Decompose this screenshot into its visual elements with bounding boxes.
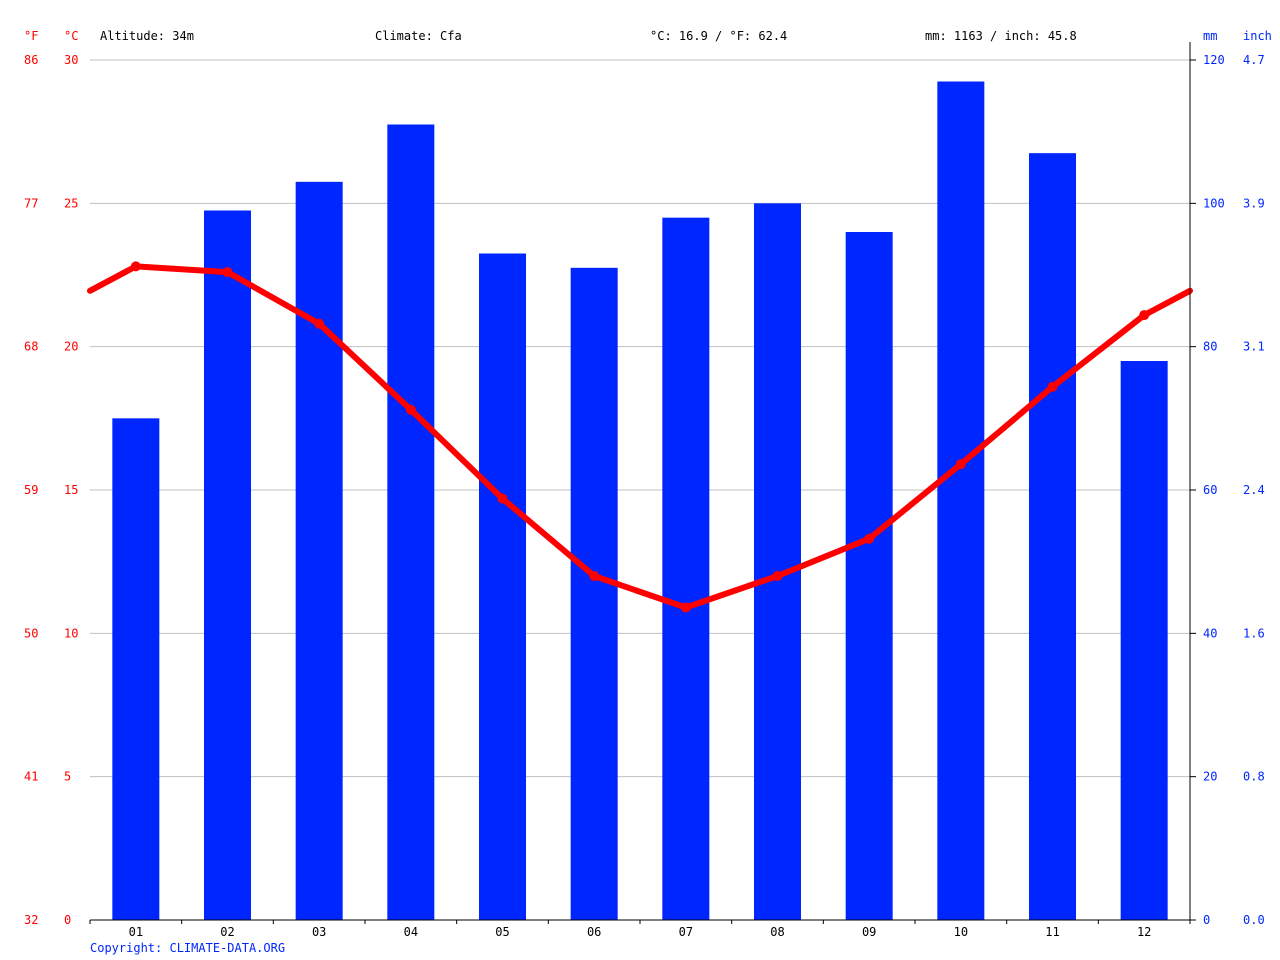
- mm-tick-label: 0: [1203, 913, 1210, 927]
- temperature-point: [222, 267, 233, 278]
- mm-tick-label: 80: [1203, 340, 1217, 354]
- inch-unit-label: inch: [1243, 29, 1272, 43]
- inch-tick-label: 3.1: [1243, 340, 1265, 354]
- mm-tick-label: 20: [1203, 770, 1217, 784]
- temperature-point: [314, 318, 325, 329]
- precipitation-bar: [1029, 153, 1076, 920]
- celsius-unit-label: °C: [64, 29, 78, 43]
- celsius-tick-label: 10: [64, 626, 78, 640]
- axes: [90, 42, 1191, 921]
- temperature-point: [130, 261, 141, 272]
- temperature-line: [87, 261, 1193, 613]
- precipitation-bar: [662, 217, 710, 920]
- annual-precipitation-label: mm: 1163 / inch: 45.8: [925, 29, 1077, 43]
- tick-labels: 86 30 120 4.777 25 100 3.968 20 80 3.159 15 60 2.450…: [24, 53, 1265, 939]
- precipitation-bar: [295, 181, 343, 921]
- month-tick-label: 09: [862, 925, 876, 939]
- precipitation-bar: [1120, 361, 1168, 920]
- temperature-point: [772, 571, 783, 581]
- fahrenheit-tick-label: 59: [24, 483, 38, 497]
- fahrenheit-unit-label: °F: [24, 29, 38, 43]
- inch-tick-label: 0.0: [1243, 913, 1265, 927]
- precipitation-bar: [937, 81, 985, 920]
- inch-tick-label: 4.7: [1243, 53, 1265, 67]
- precipitation-bar: [754, 203, 801, 921]
- fahrenheit-tick-label: 86: [24, 53, 38, 67]
- fahrenheit-tick-label: 41: [24, 770, 38, 784]
- precipitation-bar: [570, 267, 618, 920]
- climate-label: Climate: Cfa: [375, 29, 462, 43]
- temperature-point: [680, 602, 691, 613]
- fahrenheit-tick-label: 77: [24, 196, 38, 210]
- fahrenheit-tick-label: 32: [24, 913, 38, 927]
- month-tick-label: 07: [679, 925, 693, 939]
- mm-tick-label: 120: [1203, 53, 1225, 67]
- fahrenheit-tick-label: 68: [24, 340, 38, 354]
- mm-tick-label: 40: [1203, 626, 1217, 640]
- mm-tick-label: 100: [1203, 196, 1225, 210]
- celsius-tick-label: 20: [64, 340, 78, 354]
- temperature-point: [1139, 310, 1150, 321]
- inch-tick-label: 2.4: [1243, 483, 1265, 497]
- temperature-point: [497, 493, 508, 504]
- month-tick-label: 06: [587, 925, 601, 939]
- month-tick-label: 08: [770, 925, 784, 939]
- precipitation-bar: [479, 253, 526, 920]
- celsius-tick-label: 30: [64, 53, 78, 67]
- celsius-tick-label: 25: [64, 196, 78, 210]
- precipitation-bars: [112, 81, 1168, 921]
- copyright-link[interactable]: Copyright: CLIMATE-DATA.ORG: [90, 941, 285, 955]
- month-tick-label: 12: [1137, 925, 1151, 939]
- inch-tick-label: 0.8: [1243, 770, 1265, 784]
- temperature-point: [864, 533, 875, 544]
- month-tick-label: 05: [495, 925, 509, 939]
- temperature-point: [1047, 381, 1058, 392]
- inch-tick-label: 3.9: [1243, 196, 1265, 210]
- celsius-tick-label: 5: [64, 770, 71, 784]
- fahrenheit-tick-label: 50: [24, 626, 38, 640]
- inch-tick-label: 1.6: [1243, 626, 1265, 640]
- month-tick-label: 11: [1045, 925, 1059, 939]
- month-tick-label: 02: [220, 925, 234, 939]
- temperature-point: [405, 404, 416, 415]
- precipitation-bar: [204, 210, 251, 920]
- gridlines: [90, 59, 1190, 778]
- precipitation-bar: [112, 418, 160, 920]
- month-tick-label: 10: [954, 925, 968, 939]
- mm-tick-label: 60: [1203, 483, 1217, 497]
- precipitation-bar: [845, 232, 893, 920]
- celsius-tick-label: 0: [64, 913, 71, 927]
- temperature-point: [955, 459, 966, 470]
- average-temperature-label: °C: 16.9 / °F: 62.4: [650, 29, 787, 43]
- precipitation-bar: [387, 124, 435, 920]
- month-tick-label: 03: [312, 925, 326, 939]
- temperature-point: [589, 571, 600, 581]
- mm-unit-label: mm: [1203, 29, 1217, 43]
- temperature-line-path: [87, 263, 1193, 611]
- month-tick-label: 01: [129, 925, 143, 939]
- month-tick-label: 04: [404, 925, 418, 939]
- celsius-tick-label: 15: [64, 483, 78, 497]
- altitude-label: Altitude: 34m: [100, 29, 194, 43]
